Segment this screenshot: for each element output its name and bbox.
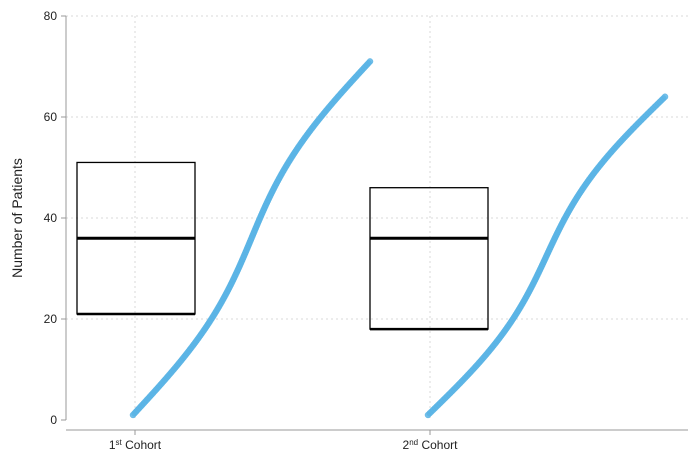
y-tick-label-60: 60 (44, 110, 58, 124)
y-tick-label-80: 80 (44, 9, 58, 23)
y-tick-label-0: 0 (50, 413, 57, 427)
boxes (76, 161, 489, 331)
y-axis-title: Number of Patients (9, 158, 25, 278)
axes (65, 16, 688, 431)
y-tick-label-20: 20 (44, 312, 58, 326)
point-2-189 (661, 93, 669, 101)
box-2 (369, 187, 489, 330)
x-tick-label-2: 2nd Cohort (403, 438, 459, 452)
y-ticks: 0 20 40 60 80 (44, 9, 66, 427)
point-1-210 (366, 58, 374, 65)
grid (66, 15, 688, 420)
x-tick-label-1: 1st Cohort (109, 438, 162, 452)
x-tick-labels: 1st Cohort 2nd Cohort (109, 430, 458, 452)
y-tick-label-40: 40 (44, 211, 58, 225)
data-points (129, 58, 669, 419)
